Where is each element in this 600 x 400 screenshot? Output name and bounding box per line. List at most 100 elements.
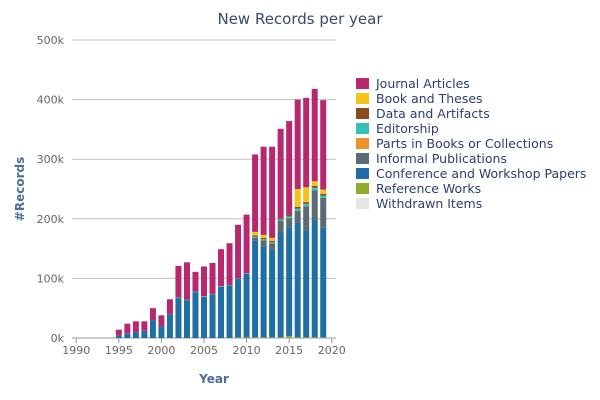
- bar-segment-book-and-theses: [269, 237, 276, 241]
- bar-segment-reference-works: [243, 337, 250, 338]
- legend-item[interactable]: Informal Publications: [356, 151, 586, 166]
- bar-segment-journal-articles: [303, 97, 310, 188]
- bar-segment-data-and-artifacts: [286, 214, 293, 217]
- legend-item[interactable]: Book and Theses: [356, 91, 586, 106]
- bar-segment-journal-articles: [252, 154, 259, 232]
- legend-item[interactable]: Editorship: [356, 121, 586, 136]
- bar-segment-editorship: [252, 236, 259, 238]
- bar-segment-journal-articles: [226, 243, 233, 285]
- legend-label: Book and Theses: [376, 91, 483, 106]
- x-tick-label: 2010: [233, 344, 261, 357]
- bar-segment-journal-articles: [149, 308, 156, 321]
- legend-item[interactable]: Reference Works: [356, 181, 586, 196]
- bar-segment-editorship: [294, 208, 301, 212]
- y-tick-label: 0k: [51, 332, 65, 345]
- legend-swatch: [356, 183, 369, 194]
- legend-swatch: [356, 108, 369, 119]
- bar-segment-reference-works: [286, 336, 293, 338]
- bar-segment-journal-articles: [175, 265, 182, 298]
- bar-segment-book-and-theses: [252, 231, 259, 236]
- bar-segment-reference-works: [320, 337, 327, 338]
- bar-segment-journal-articles: [260, 146, 267, 235]
- x-tick-label: 1995: [105, 344, 133, 357]
- bar-segment-informal-publications: [260, 240, 267, 247]
- bar-segment-editorship: [209, 293, 216, 295]
- bar-segment-conference-and-workshop-papers: [166, 314, 173, 338]
- legend-label: Editorship: [376, 121, 439, 136]
- legend-label: Informal Publications: [376, 151, 507, 166]
- legend-item[interactable]: Parts in Books or Collections: [356, 136, 586, 151]
- y-tick-label: 400k: [37, 94, 65, 107]
- legend-label: Reference Works: [376, 181, 482, 196]
- bar-segment-editorship: [277, 219, 284, 221]
- x-tick-label: 2005: [190, 344, 218, 357]
- chart-title: New Records per year: [217, 10, 383, 28]
- bar-segment-editorship: [311, 187, 318, 191]
- bar-segment-data-and-artifacts: [294, 206, 301, 209]
- legend-item[interactable]: Conference and Workshop Papers: [356, 166, 586, 181]
- bar-segment-conference-and-workshop-papers: [252, 240, 259, 338]
- bar-segment-conference-and-workshop-papers: [149, 320, 156, 338]
- legend-swatch: [356, 123, 369, 134]
- legend-swatch: [356, 198, 369, 209]
- legend-item[interactable]: Data and Artifacts: [356, 106, 586, 121]
- bar-segment-journal-articles: [294, 99, 301, 189]
- bar-segment-journal-articles: [158, 315, 165, 327]
- bar-segment-journal-articles: [201, 266, 207, 297]
- bar-segment-conference-and-workshop-papers: [320, 227, 327, 338]
- bar-segment-editorship: [320, 195, 327, 198]
- bar-segment-informal-publications: [252, 237, 259, 241]
- bar-segment-data-and-artifacts: [252, 235, 259, 237]
- legend-swatch: [356, 78, 369, 89]
- bar-segment-journal-articles: [277, 128, 284, 219]
- bar-segment-conference-and-workshop-papers: [183, 300, 190, 338]
- bar-segment-journal-articles: [286, 121, 293, 215]
- legend-label: Journal Articles: [376, 76, 470, 91]
- bar-segment-conference-and-workshop-papers: [115, 335, 122, 338]
- bar-segment-editorship: [286, 216, 293, 219]
- bar-segment-book-and-theses: [303, 187, 310, 203]
- y-axis-title: #Records: [13, 157, 27, 221]
- bar-segment-editorship: [183, 299, 190, 301]
- bar-segment-conference-and-workshop-papers: [209, 294, 216, 338]
- bar-segment-journal-articles: [132, 321, 139, 333]
- legend-item[interactable]: Journal Articles: [356, 76, 586, 91]
- chart-legend: Journal Articles Book and Theses Data and …: [356, 76, 586, 211]
- bar-segment-journal-articles: [192, 271, 199, 292]
- bar-segment-data-and-artifacts: [277, 218, 284, 220]
- bar-segment-conference-and-workshop-papers: [175, 298, 182, 338]
- bar-segment-conference-and-workshop-papers: [158, 326, 165, 338]
- bar-segment-editorship: [226, 284, 233, 286]
- bar-segment-conference-and-workshop-papers: [277, 232, 284, 338]
- legend-swatch: [356, 153, 369, 164]
- legend-item[interactable]: Withdrawn Items: [356, 196, 586, 211]
- bar-segment-editorship: [235, 278, 242, 279]
- bar-segment-informal-publications: [320, 197, 327, 228]
- bar-segment-book-and-theses: [294, 189, 301, 207]
- bar-segment-conference-and-workshop-papers: [311, 219, 318, 338]
- bar-segment-journal-articles: [311, 88, 318, 182]
- bar-segment-data-and-artifacts: [303, 202, 310, 204]
- bar-segment-journal-articles: [209, 262, 216, 294]
- bar-segment-editorship: [192, 291, 199, 293]
- bar-segment-journal-articles: [183, 262, 190, 300]
- bar-segment-journal-articles: [320, 100, 327, 190]
- bar-segment-reference-works: [269, 337, 276, 338]
- legend-swatch: [356, 93, 369, 104]
- bar-segment-data-and-artifacts: [260, 237, 267, 240]
- bar-segment-book-and-theses: [311, 181, 318, 187]
- y-tick-label: 300k: [37, 153, 65, 166]
- bar-segment-reference-works: [311, 337, 318, 338]
- bar-segment-journal-articles: [124, 323, 131, 334]
- legend-swatch: [356, 138, 369, 149]
- bar-segment-conference-and-workshop-papers: [235, 278, 242, 338]
- bar-segment-conference-and-workshop-papers: [218, 286, 225, 338]
- bar-segment-reference-works: [277, 337, 284, 338]
- bar-segment-informal-publications: [277, 220, 284, 233]
- legend-label: Conference and Workshop Papers: [376, 166, 587, 181]
- x-tick-label: 2015: [275, 344, 303, 357]
- bar-segment-data-and-artifacts: [269, 240, 276, 243]
- bar-segment-conference-and-workshop-papers: [201, 296, 207, 338]
